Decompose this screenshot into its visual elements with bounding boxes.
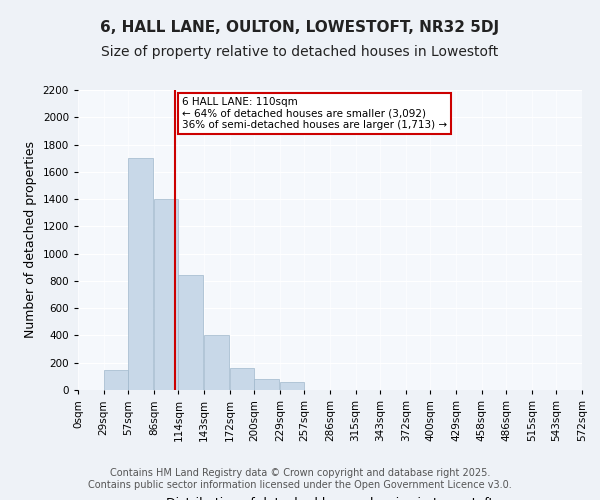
Text: Contains HM Land Registry data © Crown copyright and database right 2025.
Contai: Contains HM Land Registry data © Crown c…: [88, 468, 512, 490]
Text: 6, HALL LANE, OULTON, LOWESTOFT, NR32 5DJ: 6, HALL LANE, OULTON, LOWESTOFT, NR32 5D…: [100, 20, 500, 35]
Y-axis label: Number of detached properties: Number of detached properties: [24, 142, 37, 338]
Bar: [154, 199, 178, 390]
Bar: [230, 368, 254, 390]
Text: Size of property relative to detached houses in Lowestoft: Size of property relative to detached ho…: [101, 45, 499, 59]
Bar: [204, 336, 229, 390]
Bar: [104, 370, 128, 390]
Text: 6 HALL LANE: 110sqm
← 64% of detached houses are smaller (3,092)
36% of semi-det: 6 HALL LANE: 110sqm ← 64% of detached ho…: [182, 97, 447, 130]
Bar: [280, 382, 304, 390]
Bar: [128, 158, 153, 390]
Bar: [254, 379, 279, 390]
Bar: [178, 276, 203, 390]
X-axis label: Distribution of detached houses by size in Lowestoft: Distribution of detached houses by size …: [166, 496, 494, 500]
